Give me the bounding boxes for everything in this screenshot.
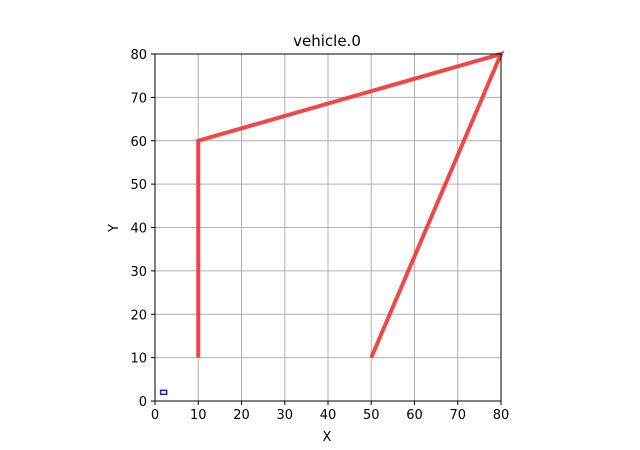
x-tick-label: 50 bbox=[363, 408, 380, 423]
marker-layer bbox=[159, 389, 168, 396]
chart-title: vehicle.0 bbox=[293, 32, 361, 50]
y-tick-label: 40 bbox=[130, 222, 147, 237]
vehicle-marker bbox=[159, 389, 168, 396]
y-tick-label: 0 bbox=[139, 395, 147, 410]
y-axis: 0 10 20 30 40 50 60 70 80 bbox=[130, 48, 155, 410]
x-tick-label: 60 bbox=[406, 408, 423, 423]
x-tick-label: 10 bbox=[190, 408, 207, 423]
x-axis: 0 10 20 30 40 50 60 70 80 bbox=[151, 401, 509, 423]
x-tick-label: 0 bbox=[151, 408, 159, 423]
y-axis-label: Y bbox=[107, 224, 122, 233]
series-line bbox=[196, 50, 505, 359]
series-layer bbox=[196, 50, 505, 359]
y-tick-label: 50 bbox=[130, 178, 147, 193]
y-tick-label: 10 bbox=[130, 352, 147, 367]
x-tick-label: 80 bbox=[493, 408, 510, 423]
x-tick-label: 40 bbox=[320, 408, 337, 423]
y-tick-label: 30 bbox=[130, 265, 147, 280]
grid bbox=[154, 53, 502, 402]
y-tick-label: 20 bbox=[130, 308, 147, 323]
y-tick-label: 70 bbox=[130, 91, 147, 106]
x-tick-label: 30 bbox=[276, 408, 293, 423]
x-axis-label: X bbox=[323, 430, 332, 445]
x-tick-label: 20 bbox=[233, 408, 250, 423]
y-tick-label: 80 bbox=[130, 48, 147, 63]
x-tick-label: 70 bbox=[449, 408, 466, 423]
y-tick-label: 60 bbox=[130, 135, 147, 150]
